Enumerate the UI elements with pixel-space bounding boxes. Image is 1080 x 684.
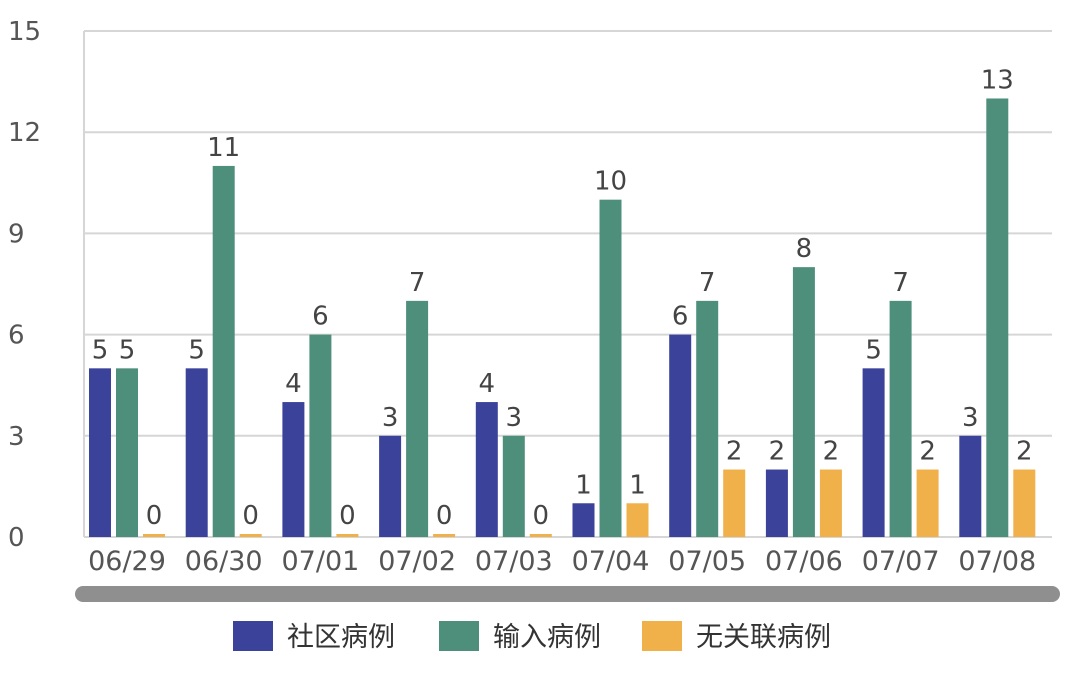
data-label: 4: [479, 369, 496, 399]
bar: [626, 503, 649, 537]
bar: [433, 534, 456, 537]
data-label: 5: [119, 335, 136, 365]
x-tick-label: 07/04: [572, 546, 650, 577]
bar: [282, 402, 305, 537]
legend-label: 社区病例: [287, 622, 395, 653]
y-tick-label: 6: [8, 321, 25, 351]
data-label: 0: [146, 501, 163, 531]
bar: [696, 300, 719, 537]
data-label: 2: [726, 437, 743, 467]
bar: [986, 98, 1009, 537]
bar: [862, 368, 885, 537]
x-tick-label: 07/08: [958, 546, 1036, 577]
legend: 社区病例 输入病例 无关联病例: [233, 621, 831, 653]
x-tick-label: 07/06: [765, 546, 843, 577]
legend-label: 输入病例: [493, 622, 601, 653]
legend-swatch: [642, 621, 682, 651]
bar: [212, 165, 235, 537]
bar: [959, 435, 982, 537]
data-label: 0: [533, 501, 550, 531]
y-axis: 0 3 6 9 12 15: [8, 17, 85, 553]
bar: [765, 469, 788, 537]
data-label: 2: [919, 437, 936, 467]
data-label: 5: [92, 335, 109, 365]
x-tick-label: 07/07: [862, 546, 940, 577]
x-tick-label: 07/01: [281, 546, 359, 577]
data-label: 5: [188, 335, 205, 365]
x-tick-label: 07/05: [668, 546, 746, 577]
bar: [475, 402, 498, 537]
bar: [379, 435, 402, 537]
bar: [502, 435, 525, 537]
x-axis: 06/29 06/30 07/01 07/02 07/03 07/04 07/05 07/06…: [88, 546, 1036, 577]
data-label: 2: [823, 437, 840, 467]
data-label: 3: [506, 403, 523, 433]
bar: [309, 334, 332, 537]
bar: [143, 534, 165, 537]
data-label: 6: [312, 302, 329, 332]
data-label: 7: [892, 268, 909, 298]
bar: [116, 368, 138, 537]
data-label: 5: [865, 335, 882, 365]
data-label: 10: [594, 167, 627, 197]
data-label: 3: [962, 403, 979, 433]
data-label: 13: [981, 65, 1014, 95]
bar: [889, 300, 912, 537]
y-tick-label: 9: [8, 219, 25, 249]
x-tick-label: 06/30: [185, 546, 263, 577]
bar: [1013, 469, 1036, 537]
data-label: 0: [242, 501, 259, 531]
bar: [792, 267, 815, 537]
data-label: 0: [436, 501, 453, 531]
bars: [89, 98, 1036, 537]
data-label: 2: [769, 437, 786, 467]
y-tick-label: 15: [8, 17, 41, 47]
data-label: 8: [796, 234, 813, 264]
data-label: 7: [409, 268, 426, 298]
bar: [669, 334, 692, 537]
bar: [599, 199, 622, 537]
bar: [529, 534, 552, 537]
bar: [819, 469, 842, 537]
bar: [723, 469, 746, 537]
data-label: 7: [699, 268, 716, 298]
legend-swatch: [233, 621, 273, 651]
bar: [185, 368, 208, 537]
data-label: 1: [575, 470, 592, 500]
x-tick-label: 06/29: [88, 546, 166, 577]
bar: [916, 469, 939, 537]
data-label: 1: [629, 470, 646, 500]
y-tick-label: 0: [8, 523, 25, 553]
bar: [572, 503, 595, 537]
data-label: 11: [207, 133, 240, 163]
bar: [89, 368, 111, 537]
x-tick-label: 07/03: [475, 546, 553, 577]
legend-label: 无关联病例: [696, 622, 831, 653]
data-label: 4: [285, 369, 302, 399]
data-label: 6: [672, 302, 689, 332]
horizontal-scrollbar[interactable]: [75, 586, 1060, 602]
y-tick-label: 12: [8, 118, 41, 148]
bar: [336, 534, 359, 537]
bar: [239, 534, 262, 537]
data-label: 0: [339, 501, 356, 531]
data-label: 3: [382, 403, 399, 433]
data-label: 2: [1016, 437, 1033, 467]
bar: [406, 300, 429, 537]
y-tick-label: 3: [8, 422, 25, 452]
legend-swatch: [439, 621, 479, 651]
x-tick-label: 07/02: [378, 546, 456, 577]
